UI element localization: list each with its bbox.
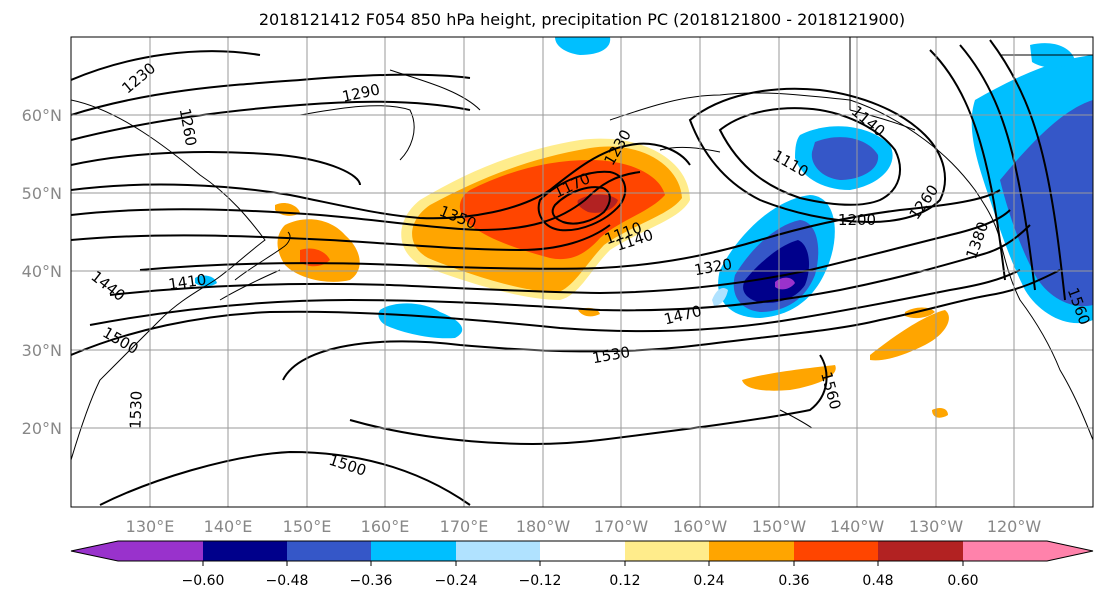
positive-precip-field <box>275 138 949 418</box>
pos-anomaly-strong <box>459 160 665 260</box>
pos-anomaly-hawaii <box>742 365 836 391</box>
graticule <box>71 37 1093 507</box>
lon-label: 130°E <box>126 517 175 536</box>
colorbar-segment <box>625 541 709 561</box>
height-contours <box>71 39 1066 506</box>
neg-anomaly-nw-core <box>1000 100 1093 307</box>
lon-label: 170°W <box>594 517 649 536</box>
colorbar-tick-label: 0.12 <box>609 573 640 589</box>
lon-label: 170°E <box>440 517 489 536</box>
lat-label: 40°N <box>22 262 62 281</box>
map-title: 2018121412 F054 850 hPa height, precipit… <box>259 10 905 29</box>
colorbar-segment <box>878 541 963 561</box>
colorbar-tick-label: −0.60 <box>182 573 225 589</box>
neg-anomaly-bering <box>555 37 611 55</box>
colorbar-tick-label: 0.24 <box>693 573 724 589</box>
contour-label: 1200 <box>838 211 876 229</box>
coastlines <box>71 37 1093 461</box>
colorbar-tick-label: 0.60 <box>947 573 978 589</box>
colorbar-tick-label: −0.24 <box>435 573 478 589</box>
map-frame <box>70 36 1094 508</box>
colorbar-segment <box>456 541 540 561</box>
latitude-labels: 60°N 50°N 40°N 30°N 20°N <box>22 106 62 438</box>
longitude-labels: 130°E 140°E 150°E 160°E 170°E 180°W 170°… <box>126 517 1042 536</box>
colorbar-segment <box>540 541 625 561</box>
neg-anomaly-light-gulf-edge <box>712 288 728 306</box>
pos-anomaly-east <box>870 310 949 361</box>
lon-label: 160°W <box>673 517 728 536</box>
colorbar-min-arrow <box>71 541 118 561</box>
lat-label: 20°N <box>22 419 62 438</box>
colorbar-max-arrow <box>1047 541 1093 561</box>
colorbar-segment <box>709 541 794 561</box>
lon-label: 180°W <box>516 517 571 536</box>
lat-label: 30°N <box>22 341 62 360</box>
lon-label: 140°E <box>204 517 253 536</box>
neg-anomaly-alaska-core <box>811 137 879 180</box>
pos-anomaly-max <box>577 194 618 213</box>
neg-anomaly-japan-small <box>195 275 217 287</box>
lon-label: 150°E <box>283 517 332 536</box>
colorbar-segment <box>963 541 1047 561</box>
contour-label: 1410 <box>167 270 207 293</box>
lat-label: 50°N <box>22 184 62 203</box>
colorbar: −0.60 −0.48 −0.36 −0.24 −0.12 0.12 0.24 … <box>70 540 1094 589</box>
colorbar-tick-label: −0.36 <box>350 573 393 589</box>
contour-label: 1530 <box>126 390 145 429</box>
colorbar-outline <box>70 540 1094 562</box>
colorbar-segment <box>371 541 456 561</box>
colorbar-tick-label: −0.48 <box>266 573 309 589</box>
colorbar-tick-label: −0.12 <box>519 573 562 589</box>
colorbar-tick-label: 0.36 <box>778 573 809 589</box>
lat-label: 60°N <box>22 106 62 125</box>
colorbar-tick-label: 0.48 <box>862 573 893 589</box>
colorbar-segment <box>287 541 371 561</box>
lon-label: 150°W <box>752 517 807 536</box>
neg-anomaly-pacific <box>378 303 463 339</box>
neg-anomaly-gulf-extreme <box>775 277 795 290</box>
lon-label: 130°W <box>909 517 964 536</box>
lon-label: 120°W <box>987 517 1042 536</box>
colorbar-segment <box>203 541 287 561</box>
lon-label: 140°W <box>830 517 885 536</box>
lon-label: 160°E <box>361 517 410 536</box>
colorbar-segment <box>794 541 878 561</box>
colorbar-segment <box>118 541 203 561</box>
